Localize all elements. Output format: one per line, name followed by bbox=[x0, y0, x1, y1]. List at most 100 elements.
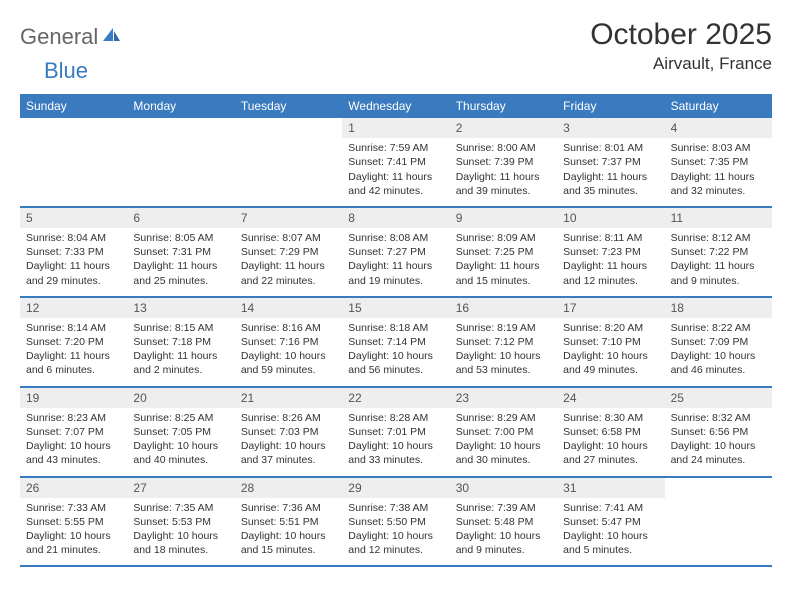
sunset-line: Sunset: 7:23 PM bbox=[563, 245, 658, 259]
day-cell: 3Sunrise: 8:01 AMSunset: 7:37 PMDaylight… bbox=[557, 118, 664, 206]
day-number: 29 bbox=[342, 478, 449, 498]
sunset-line: Sunset: 7:22 PM bbox=[671, 245, 766, 259]
daylight-line: Daylight: 10 hours and 30 minutes. bbox=[456, 439, 551, 467]
day-cell: 30Sunrise: 7:39 AMSunset: 5:48 PMDayligh… bbox=[450, 478, 557, 566]
day-number: 30 bbox=[450, 478, 557, 498]
daylight-line: Daylight: 10 hours and 15 minutes. bbox=[241, 529, 336, 557]
sunrise-line: Sunrise: 7:36 AM bbox=[241, 501, 336, 515]
sunset-line: Sunset: 7:18 PM bbox=[133, 335, 228, 349]
day-number: 3 bbox=[557, 118, 664, 138]
sunrise-line: Sunrise: 8:28 AM bbox=[348, 411, 443, 425]
calendar-week: 5 Sunrise: 8:04 AMSunset: 7:33 PM Daylight… bbox=[20, 208, 772, 298]
sunset-line: Sunset: 7:35 PM bbox=[671, 155, 766, 169]
day-number: 19 bbox=[20, 388, 127, 408]
sunset-line: Sunset: 7:29 PM bbox=[241, 245, 336, 259]
sunset-line: Sunset: 7:00 PM bbox=[456, 425, 551, 439]
daylight-line: Daylight: 10 hours and 49 minutes. bbox=[563, 349, 658, 377]
day-number: 11 bbox=[665, 208, 772, 228]
daylight-line: Daylight: 11 hours and 32 minutes. bbox=[671, 170, 766, 198]
sunset-line: Sunset: 7:33 PM bbox=[26, 245, 121, 259]
day-number: 8 bbox=[342, 208, 449, 228]
sunrise-line: Sunrise: 7:41 AM bbox=[563, 501, 658, 515]
day-cell: 13Sunrise: 8:15 AMSunset: 7:18 PMDayligh… bbox=[127, 298, 234, 386]
day-number: 2 bbox=[450, 118, 557, 138]
day-cell: 5Sunrise: 8:04 AMSunset: 7:33 PMDaylight… bbox=[20, 208, 127, 296]
day-cell: 9 Sunrise: 8:09 AMSunset: 7:25 PMDaylight… bbox=[450, 208, 557, 296]
sunrise-line: Sunrise: 8:22 AM bbox=[671, 321, 766, 335]
day-cell: 1Sunrise: 7:59 AMSunset: 7:41 PMDaylight… bbox=[342, 118, 449, 206]
sunrise-line: Sunrise: 8:03 AM bbox=[671, 141, 766, 155]
sunset-line: Sunset: 6:56 PM bbox=[671, 425, 766, 439]
daylight-line: Daylight: 11 hours and 39 minutes. bbox=[456, 170, 551, 198]
daylight-line: Daylight: 11 hours and 15 minutes. bbox=[456, 259, 551, 287]
weekday-header: Wednesday bbox=[342, 94, 449, 118]
calendar-body: ...1Sunrise: 7:59 AMSunset: 7:41 PMDayli… bbox=[20, 118, 772, 567]
sunrise-line: Sunrise: 8:04 AM bbox=[26, 231, 121, 245]
day-number: 23 bbox=[450, 388, 557, 408]
sunrise-line: Sunrise: 8:05 AM bbox=[133, 231, 228, 245]
day-number: 14 bbox=[235, 298, 342, 318]
sunset-line: Sunset: 7:41 PM bbox=[348, 155, 443, 169]
month-title: October 2025 bbox=[590, 18, 772, 52]
sunset-line: Sunset: 7:01 PM bbox=[348, 425, 443, 439]
sunset-line: Sunset: 7:27 PM bbox=[348, 245, 443, 259]
sunset-line: Sunset: 7:03 PM bbox=[241, 425, 336, 439]
day-number: 12 bbox=[20, 298, 127, 318]
day-number: 21 bbox=[235, 388, 342, 408]
day-number: 31 bbox=[557, 478, 664, 498]
sunset-line: Sunset: 7:05 PM bbox=[133, 425, 228, 439]
sunset-line: Sunset: 7:07 PM bbox=[26, 425, 121, 439]
day-cell: . bbox=[665, 478, 772, 566]
day-cell: 25Sunrise: 8:32 AMSunset: 6:56 PMDayligh… bbox=[665, 388, 772, 476]
day-cell: 12Sunrise: 8:14 AMSunset: 7:20 PMDayligh… bbox=[20, 298, 127, 386]
day-number: 18 bbox=[665, 298, 772, 318]
day-number: 5 bbox=[20, 208, 127, 228]
sunset-line: Sunset: 7:25 PM bbox=[456, 245, 551, 259]
daylight-line: Daylight: 11 hours and 2 minutes. bbox=[133, 349, 228, 377]
day-number: 17 bbox=[557, 298, 664, 318]
day-cell: 10Sunrise: 8:11 AMSunset: 7:23 PMDayligh… bbox=[557, 208, 664, 296]
sunrise-line: Sunrise: 8:15 AM bbox=[133, 321, 228, 335]
day-number: 24 bbox=[557, 388, 664, 408]
day-number: 9 bbox=[450, 208, 557, 228]
sunrise-line: Sunrise: 8:11 AM bbox=[563, 231, 658, 245]
day-cell: 21Sunrise: 8:26 AMSunset: 7:03 PMDayligh… bbox=[235, 388, 342, 476]
day-cell: 23Sunrise: 8:29 AMSunset: 7:00 PMDayligh… bbox=[450, 388, 557, 476]
sail-icon bbox=[101, 26, 121, 49]
day-number: 7 bbox=[235, 208, 342, 228]
sunset-line: Sunset: 7:14 PM bbox=[348, 335, 443, 349]
day-number: 10 bbox=[557, 208, 664, 228]
sunset-line: Sunset: 7:37 PM bbox=[563, 155, 658, 169]
sunset-line: Sunset: 6:58 PM bbox=[563, 425, 658, 439]
sunrise-line: Sunrise: 8:08 AM bbox=[348, 231, 443, 245]
day-cell: 27Sunrise: 7:35 AMSunset: 5:53 PMDayligh… bbox=[127, 478, 234, 566]
day-number: 26 bbox=[20, 478, 127, 498]
daylight-line: Daylight: 10 hours and 12 minutes. bbox=[348, 529, 443, 557]
sunrise-line: Sunrise: 8:32 AM bbox=[671, 411, 766, 425]
day-cell: . bbox=[127, 118, 234, 206]
logo-text-blue: Blue bbox=[44, 58, 88, 83]
day-cell: 29Sunrise: 7:38 AMSunset: 5:50 PMDayligh… bbox=[342, 478, 449, 566]
sunrise-line: Sunrise: 8:09 AM bbox=[456, 231, 551, 245]
daylight-line: Daylight: 10 hours and 27 minutes. bbox=[563, 439, 658, 467]
daylight-line: Daylight: 10 hours and 21 minutes. bbox=[26, 529, 121, 557]
sunrise-line: Sunrise: 8:00 AM bbox=[456, 141, 551, 155]
weekday-header: Thursday bbox=[450, 94, 557, 118]
day-cell: 2Sunrise: 8:00 AMSunset: 7:39 PMDaylight… bbox=[450, 118, 557, 206]
day-number: 20 bbox=[127, 388, 234, 408]
day-number: 27 bbox=[127, 478, 234, 498]
calendar: SundayMondayTuesdayWednesdayThursdayFrid… bbox=[20, 94, 772, 567]
daylight-line: Daylight: 10 hours and 24 minutes. bbox=[671, 439, 766, 467]
calendar-week: 19Sunrise: 8:23 AMSunset: 7:07 PMDayligh… bbox=[20, 388, 772, 478]
daylight-line: Daylight: 10 hours and 40 minutes. bbox=[133, 439, 228, 467]
daylight-line: Daylight: 11 hours and 22 minutes. bbox=[241, 259, 336, 287]
day-cell: 18Sunrise: 8:22 AMSunset: 7:09 PMDayligh… bbox=[665, 298, 772, 386]
day-cell: 24Sunrise: 8:30 AMSunset: 6:58 PMDayligh… bbox=[557, 388, 664, 476]
daylight-line: Daylight: 11 hours and 25 minutes. bbox=[133, 259, 228, 287]
sunrise-line: Sunrise: 8:23 AM bbox=[26, 411, 121, 425]
daylight-line: Daylight: 10 hours and 43 minutes. bbox=[26, 439, 121, 467]
daylight-line: Daylight: 10 hours and 59 minutes. bbox=[241, 349, 336, 377]
daylight-line: Daylight: 10 hours and 18 minutes. bbox=[133, 529, 228, 557]
day-cell: 16Sunrise: 8:19 AMSunset: 7:12 PMDayligh… bbox=[450, 298, 557, 386]
day-cell: 4Sunrise: 8:03 AMSunset: 7:35 PMDaylight… bbox=[665, 118, 772, 206]
